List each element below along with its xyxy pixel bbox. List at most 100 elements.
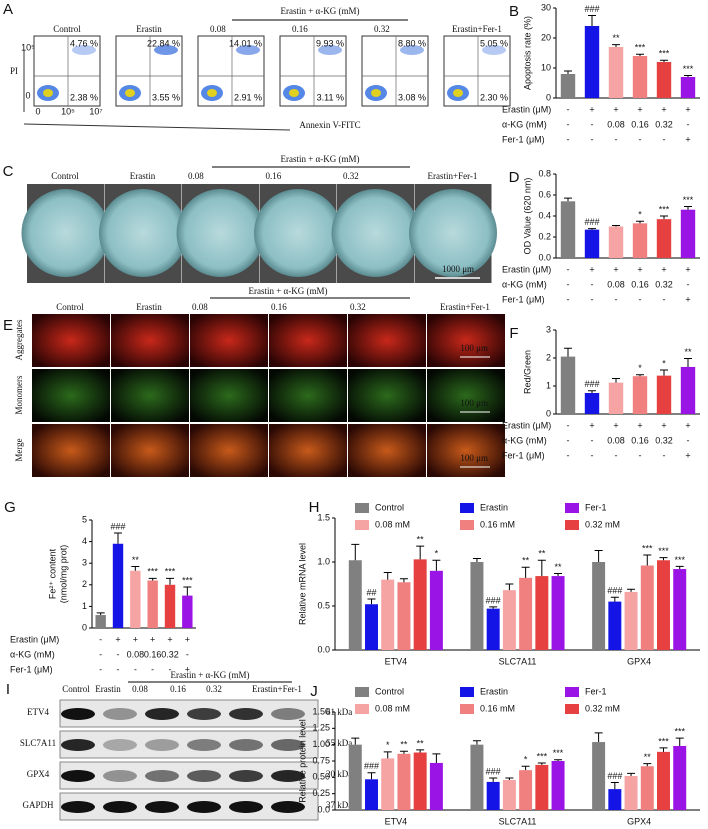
condition-label: Erastin (μM) bbox=[10, 634, 59, 644]
bar bbox=[551, 761, 565, 810]
condition-value: - bbox=[687, 435, 690, 445]
column-label: 0.16 bbox=[292, 24, 308, 34]
cell-cloud bbox=[482, 45, 506, 55]
band-size: 37 kDa bbox=[326, 800, 352, 810]
column-label: Control bbox=[51, 171, 79, 181]
error-bar bbox=[183, 586, 192, 596]
condition-value: + bbox=[637, 104, 642, 114]
significance: ### bbox=[607, 586, 622, 596]
y-tick-label: 3 bbox=[82, 558, 87, 568]
quadrant-percent: 3.11 % bbox=[317, 92, 344, 102]
y-tick-label: 1.50 bbox=[312, 706, 330, 716]
column-label: 0.16 bbox=[170, 684, 186, 694]
error-bar bbox=[684, 75, 692, 77]
bar bbox=[680, 209, 696, 258]
significance: ### bbox=[486, 595, 501, 605]
condition-value: 0.16 bbox=[144, 649, 162, 659]
micrograph bbox=[348, 369, 426, 422]
legend-swatch bbox=[565, 503, 579, 513]
error-bar bbox=[684, 206, 692, 210]
condition-label: Fer-1 (μM) bbox=[502, 134, 545, 144]
bar bbox=[381, 758, 395, 810]
significance: ** bbox=[132, 555, 140, 565]
bar bbox=[584, 26, 600, 98]
y-tick-label: 2 bbox=[82, 579, 87, 589]
blot-band bbox=[187, 770, 221, 782]
significance: ** bbox=[417, 738, 425, 748]
error-bar bbox=[351, 737, 360, 745]
bar bbox=[624, 776, 638, 810]
error-bar bbox=[610, 596, 619, 602]
error-bar bbox=[564, 70, 572, 74]
y-axis-title: Red/Green bbox=[522, 350, 532, 394]
condition-value: + bbox=[661, 104, 666, 114]
micrograph bbox=[348, 314, 426, 367]
significance: ** bbox=[522, 556, 530, 566]
y-tick-label: 0.5 bbox=[317, 600, 330, 610]
bar bbox=[470, 562, 484, 650]
significance: ### bbox=[486, 766, 501, 776]
condition-value: + bbox=[637, 420, 642, 430]
condition-value: - bbox=[567, 450, 570, 460]
condition-value: + bbox=[613, 420, 618, 430]
significance: *** bbox=[658, 546, 669, 556]
condition-value: - bbox=[567, 435, 570, 445]
error-bar bbox=[610, 782, 619, 790]
bar bbox=[413, 752, 427, 810]
quadrant-percent: 22.84 % bbox=[147, 38, 180, 48]
bar bbox=[632, 376, 648, 414]
y-tick-label: 1.25 bbox=[312, 723, 330, 733]
bar bbox=[608, 601, 622, 650]
column-label: 0.08 bbox=[210, 24, 226, 34]
bar bbox=[413, 559, 427, 650]
significance: ### bbox=[607, 771, 622, 781]
condition-value: + bbox=[185, 664, 190, 674]
bar bbox=[584, 393, 600, 414]
condition-value: + bbox=[685, 264, 690, 274]
micrograph bbox=[32, 314, 110, 367]
condition-value: - bbox=[567, 294, 570, 304]
row-label: Aggregates bbox=[14, 319, 24, 360]
bar bbox=[535, 576, 549, 650]
condition-value: - bbox=[151, 664, 154, 674]
condition-value: + bbox=[589, 104, 594, 114]
cell-cloud bbox=[400, 45, 424, 55]
significance: * bbox=[662, 358, 666, 368]
error-bar bbox=[675, 565, 684, 570]
protein-label: ETV4 bbox=[27, 707, 49, 717]
error-bar bbox=[489, 606, 498, 609]
condition-value: 0.08 bbox=[607, 119, 625, 129]
error-bar bbox=[612, 44, 620, 47]
bar bbox=[164, 584, 176, 628]
significance: *** bbox=[674, 727, 685, 737]
condition-value: - bbox=[615, 450, 618, 460]
protein-label: GAPDH bbox=[22, 800, 54, 810]
blot-band bbox=[103, 708, 137, 720]
condition-label: α-KG (mM) bbox=[502, 119, 547, 129]
column-label: Erastin+Fer-1 bbox=[428, 171, 478, 181]
error-bar bbox=[627, 588, 636, 592]
column-label: 0.32 bbox=[206, 684, 222, 694]
significance: *** bbox=[165, 567, 176, 577]
panel-letter: A bbox=[3, 1, 13, 18]
significance: *** bbox=[635, 43, 646, 53]
bar bbox=[680, 366, 696, 414]
y-tick-label: 1 bbox=[546, 380, 551, 390]
micrograph bbox=[269, 314, 347, 367]
column-label: Control bbox=[53, 24, 81, 34]
condition-value: + bbox=[637, 264, 642, 274]
error-bar bbox=[627, 772, 636, 777]
column-label: Erastin bbox=[136, 302, 162, 312]
significance: ### bbox=[584, 217, 599, 227]
condition-value: + bbox=[685, 104, 690, 114]
x-tick-label: SLC7A11 bbox=[499, 656, 537, 666]
error-bar bbox=[432, 559, 441, 571]
bar bbox=[584, 229, 600, 258]
bar bbox=[147, 580, 158, 628]
bar bbox=[486, 781, 500, 810]
error-bar bbox=[383, 751, 392, 759]
error-bar bbox=[96, 612, 105, 616]
quadrant-percent: 8.80 % bbox=[398, 38, 426, 48]
cell-core bbox=[289, 89, 299, 97]
